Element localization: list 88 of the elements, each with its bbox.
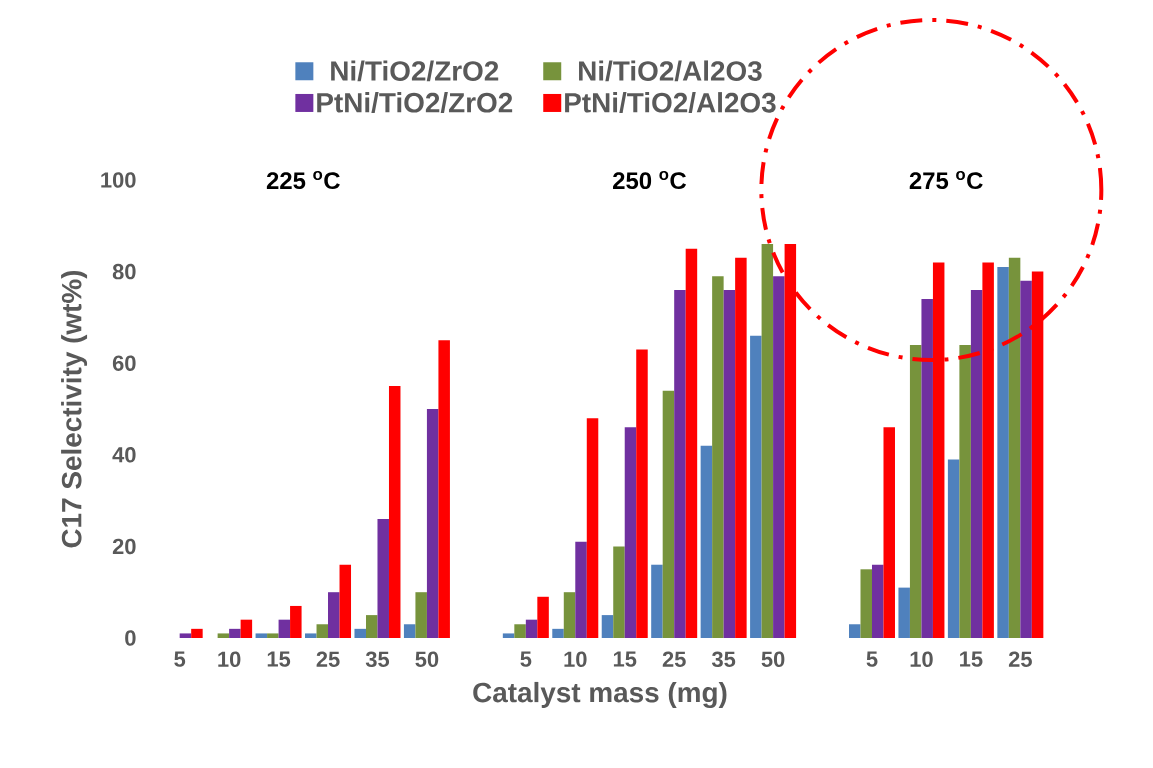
- bar: [1020, 280, 1032, 638]
- legend-label: PtNi/TiO2/ZrO2: [317, 92, 513, 113]
- bar: [898, 587, 910, 638]
- bar: [848, 624, 861, 638]
- bar: [354, 628, 366, 638]
- legend-label: Ni/TiO2/ZrO2: [331, 60, 499, 82]
- x-tick-label: 15: [267, 651, 291, 667]
- bar: [525, 619, 538, 638]
- bar: [426, 409, 439, 638]
- bar: [601, 615, 614, 638]
- legend-label: PtNi/TiO2/Al2O3: [565, 92, 776, 113]
- bar: [860, 569, 872, 638]
- annotation: 275 $^{o}$C: [909, 170, 983, 190]
- x-tick-label: 10: [564, 651, 587, 668]
- y-tick-label: 100: [101, 172, 136, 188]
- x-axis-title: Catalyst mass (mg): [473, 681, 727, 709]
- bar: [909, 344, 922, 638]
- bar: [339, 564, 352, 638]
- x-tick-label: 35: [711, 651, 736, 668]
- x-tick-label: 25: [1008, 651, 1032, 668]
- bar: [537, 596, 549, 638]
- y-tick-label: 80: [112, 263, 136, 280]
- bar: [278, 619, 291, 638]
- x-tick-label: 10: [910, 651, 933, 668]
- bar: [712, 276, 724, 638]
- bar: [624, 427, 637, 638]
- legend-label: Ni/TiO2/Al2O3: [579, 60, 762, 82]
- bar: [290, 605, 302, 638]
- bar: [723, 289, 736, 638]
- annotation: 225 $^{o}$C: [266, 170, 340, 190]
- bar: [563, 592, 576, 638]
- x-tick-label: 15: [613, 651, 637, 667]
- bar: [255, 633, 268, 638]
- y-tick-label: 0: [125, 630, 136, 646]
- bar: [229, 628, 241, 638]
- x-tick-label: 5: [174, 651, 186, 667]
- y-tick-label: 40: [112, 447, 136, 463]
- x-tick-label: 50: [761, 651, 785, 668]
- x-tick-label: 5: [866, 651, 878, 667]
- bar: [575, 541, 587, 638]
- bar: [365, 615, 378, 638]
- bar: [674, 289, 686, 638]
- bar: [403, 624, 416, 638]
- bar: [267, 633, 279, 638]
- bar: [761, 244, 774, 638]
- x-tick-label: 15: [960, 651, 983, 667]
- bar: [328, 592, 340, 638]
- bar: [947, 459, 960, 638]
- bar: [586, 418, 599, 638]
- bar: [316, 624, 329, 638]
- annotation: 250 $^{o}$C: [613, 170, 687, 190]
- bar: [613, 546, 625, 638]
- bar: [636, 349, 648, 638]
- bar: [179, 633, 192, 638]
- bar: [514, 624, 526, 638]
- bar: [1008, 257, 1021, 638]
- bar: [883, 427, 895, 638]
- bar: [651, 564, 663, 638]
- bar: [773, 276, 785, 638]
- bar: [377, 518, 389, 638]
- bar: [750, 335, 762, 638]
- bar: [871, 564, 884, 638]
- bar: [959, 344, 971, 638]
- x-tick-label: 50: [415, 651, 439, 668]
- bar: [970, 289, 983, 638]
- bar: [191, 628, 203, 638]
- x-tick-label: 25: [662, 651, 686, 668]
- bar: [685, 248, 698, 638]
- x-tick-label: 25: [316, 651, 340, 668]
- bar: [388, 386, 401, 638]
- y-tick-label: 60: [112, 355, 136, 371]
- bar: [502, 633, 515, 638]
- bar: [552, 628, 564, 638]
- bar: [700, 445, 713, 638]
- bar: [735, 257, 747, 638]
- bar: [415, 592, 427, 638]
- bar: [240, 619, 253, 638]
- y-axis-title: C17 Selectivity (wt%): [61, 270, 88, 548]
- bar: [305, 633, 317, 638]
- bar: [662, 390, 675, 638]
- bar: [921, 299, 933, 638]
- bar: [438, 340, 450, 638]
- x-tick-label: 10: [218, 651, 241, 668]
- x-tick-label: 5: [520, 651, 532, 667]
- bar: [217, 633, 230, 638]
- y-tick-label: 20: [112, 538, 136, 555]
- bar: [997, 267, 1009, 638]
- x-tick-label: 35: [365, 651, 390, 668]
